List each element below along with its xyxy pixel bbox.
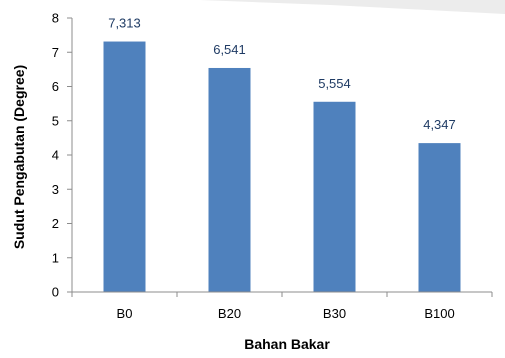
x-ticks-group: B0 B20 B30 B100 [71,292,493,321]
data-label-b20: 6,541 [213,42,246,57]
y-tick-label: 8 [52,11,59,26]
y-axis-title: Sudut Pengabutan (Degree) [11,65,27,249]
y-tick-label: 2 [52,216,59,231]
data-labels-group: 7,313 6,541 5,554 4,347 [108,16,456,133]
bar-b20 [208,67,251,292]
y-tick-label: 5 [52,113,59,128]
bar-b100 [418,143,461,292]
y-tick-label: 3 [52,182,59,197]
y-tick-label: 4 [52,148,59,163]
bars-group [103,41,461,292]
bar-b0 [103,41,146,292]
y-tick-label: 6 [52,79,59,94]
x-axis-title: Bahan Bakar [244,336,330,352]
data-label-b30: 5,554 [318,76,351,91]
decorative-streak [200,0,505,14]
x-tick-label-b30: B30 [323,306,346,321]
data-label-b0: 7,313 [108,16,141,31]
y-tick-label: 7 [52,45,59,60]
x-tick-label-b20: B20 [218,306,241,321]
y-ticks-group: 0 1 2 3 4 5 6 7 8 [52,11,72,300]
bar-b30 [313,101,356,292]
x-tick-label-b100: B100 [424,306,454,321]
y-tick-label: 0 [52,285,59,300]
y-tick-label: 1 [52,250,59,265]
x-tick-label-b0: B0 [117,306,133,321]
data-label-b100: 4,347 [423,117,456,132]
